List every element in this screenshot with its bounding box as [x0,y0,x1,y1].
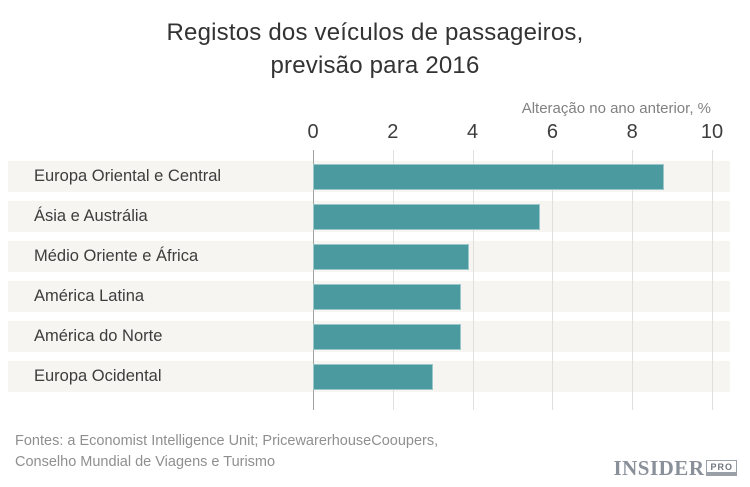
x-tick-label-4: 4 [467,121,479,143]
logo-wordmark: INSIDER [613,456,705,480]
gridline-2 [392,150,394,410]
bar--sia-e-austr-lia [313,203,541,230]
gridline-4 [472,150,474,410]
bar-europa-oriental-e-central [313,163,665,190]
gridline-8 [632,150,634,410]
x-tick-label-0: 0 [307,121,319,143]
chart-title-line1: Registos dos veículos de passageiros, [166,19,584,46]
category-label: América do Norte [34,327,163,345]
source-note-line1: Fontes: a Economist Intelligence Unit; P… [15,433,439,449]
x-tick-label-10: 10 [700,121,724,143]
gridline-10 [712,150,713,410]
category-label: Ásia e Austrália [34,207,148,225]
insiderpro-logo: INSIDER PRO [613,456,737,481]
bar-am-rica-do-norte [313,323,461,350]
x-tick-label-2: 2 [387,121,399,143]
source-note: Fontes: a Economist Intelligence Unit; P… [15,431,438,473]
logo-pro-badge: PRO [706,460,737,476]
category-label: América Latina [34,287,145,305]
x-axis-label: Alteração no ano anterior, % [521,100,711,117]
bar-m-dio-oriente-e-frica [313,243,469,270]
chart-title-line2: previsão para 2016 [270,52,480,79]
x-tick-label-6: 6 [546,121,558,143]
gridline-6 [552,150,554,410]
chart-title: Registos dos veículos de passageiros, pr… [0,16,750,82]
x-tick-label-8: 8 [626,121,638,143]
bar-europa-ocidental [313,363,433,390]
category-label: Europa Ocidental [34,367,162,385]
gridline-0 [313,150,314,410]
category-label: Europa Oriental e Central [34,167,222,185]
bar-am-rica-latina [313,283,461,310]
category-label: Médio Oriente e África [34,247,199,265]
source-note-line2: Conselho Mundial de Viagens e Turismo [15,454,276,470]
